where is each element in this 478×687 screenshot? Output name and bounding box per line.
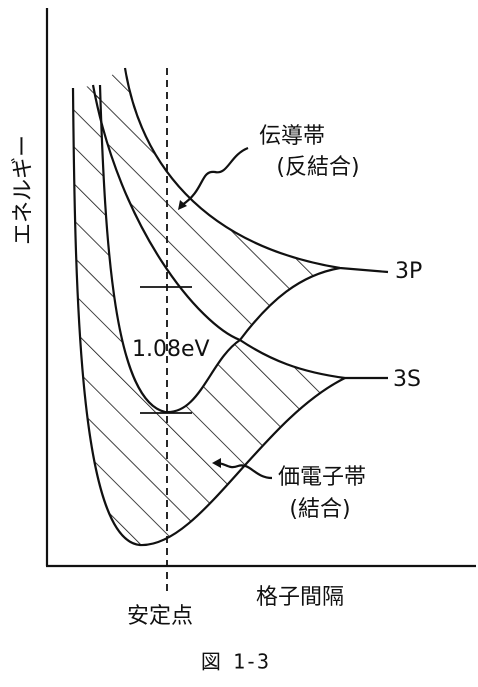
- valence-bottom-curve: [71, 87, 346, 547]
- antibonding-curve: [91, 84, 388, 380]
- valence-band-label: 価電子帯: [278, 465, 366, 490]
- conduction-top-curve: [123, 67, 389, 274]
- valence-band-note: (結合): [289, 497, 350, 522]
- figure-caption: 図 1-3: [201, 650, 269, 674]
- conduction-band-label: 伝導帯: [259, 124, 325, 149]
- y-axis-label: エネルギー: [11, 135, 36, 245]
- valence-pointer: [214, 461, 273, 480]
- level-3p: 3P: [395, 259, 422, 284]
- conduction-pointer: [181, 146, 249, 206]
- conduction-band-note: (反結合): [276, 155, 359, 180]
- conduction-band-fill: [93, 68, 340, 340]
- level-3s: 3S: [393, 367, 421, 392]
- arrowhead: [178, 200, 187, 210]
- arrowhead: [212, 458, 221, 468]
- x-axis-label: 格子間隔: [256, 585, 344, 610]
- gap-label: 1.08eV: [132, 337, 210, 362]
- stable-point-label: 安定点: [127, 604, 193, 629]
- valence-top-curve: [98, 84, 341, 414]
